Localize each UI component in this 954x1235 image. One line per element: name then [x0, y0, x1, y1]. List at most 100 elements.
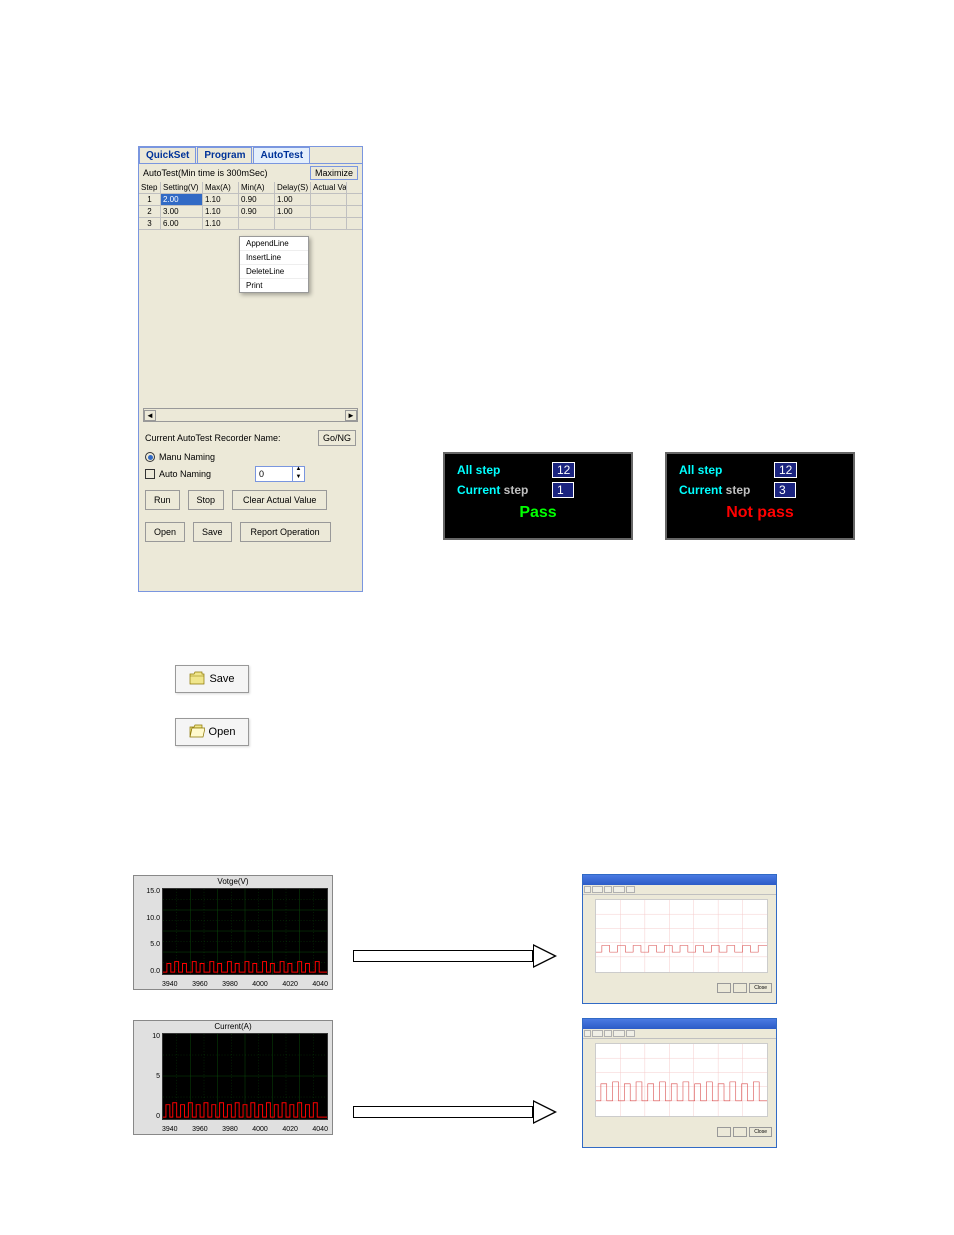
toolbar-group[interactable]: [604, 886, 613, 893]
auto-naming-checkbox[interactable]: [145, 469, 155, 479]
toolbar-group[interactable]: [592, 886, 602, 893]
app-chart-current: [595, 1043, 768, 1117]
toolbar-group[interactable]: [626, 886, 635, 893]
cell-setting[interactable]: 3.00: [161, 206, 203, 217]
save-label: Save: [209, 673, 234, 685]
tabs: QuickSet Program AutoTest: [139, 147, 362, 164]
ctx-insert[interactable]: InsertLine: [240, 251, 308, 265]
stop-button[interactable]: Stop: [188, 490, 225, 510]
tab-quickset[interactable]: QuickSet: [139, 147, 196, 163]
app-chart-voltage: [595, 899, 768, 973]
scroll-left-icon[interactable]: ◄: [144, 410, 156, 421]
current-yticks: 1050: [136, 1033, 160, 1120]
ctx-print[interactable]: Print: [240, 279, 308, 292]
app-button[interactable]: [733, 983, 747, 993]
current-scope-title: Current(A): [134, 1021, 332, 1032]
recorder-name-label: Current AutoTest Recorder Name:: [145, 433, 281, 443]
table-row[interactable]: 3 6.00 1.10: [139, 218, 362, 230]
app-toolbar: [583, 1029, 776, 1039]
toolbar-group[interactable]: [604, 1030, 613, 1037]
spinner-up-icon[interactable]: ▲: [292, 466, 304, 474]
current-xticks: 394039603980400040204040: [162, 1126, 328, 1133]
autotest-panel: QuickSet Program AutoTest AutoTest(Min t…: [138, 146, 363, 592]
voltage-app-window: Close: [582, 874, 777, 1004]
cell-max[interactable]: 1.10: [203, 218, 239, 229]
all-step-label: All step: [457, 463, 552, 477]
app-close-button[interactable]: Close: [749, 983, 772, 993]
current-step-value: 3: [774, 482, 796, 498]
toolbar-group[interactable]: [613, 1030, 625, 1037]
tab-program[interactable]: Program: [197, 147, 252, 163]
cell-setting[interactable]: 2.00: [161, 194, 203, 205]
cell-max[interactable]: 1.10: [203, 206, 239, 217]
toolbar-group[interactable]: [626, 1030, 635, 1037]
maximize-button[interactable]: Maximize: [310, 166, 358, 180]
app-close-button[interactable]: Close: [749, 1127, 772, 1137]
voltage-plot: [162, 888, 328, 975]
manu-naming-radio[interactable]: [145, 452, 155, 462]
run-button[interactable]: Run: [145, 490, 180, 510]
autotest-subtitle: AutoTest(Min time is 300mSec): [143, 168, 268, 178]
voltage-scope-title: Votge(V): [134, 876, 332, 887]
col-actual: Actual Va: [311, 182, 347, 193]
folder-open-icon: [189, 724, 205, 741]
app-toolbar: [583, 885, 776, 895]
current-app-window: Close: [582, 1018, 777, 1148]
cell-step: 3: [139, 218, 161, 229]
toolbar-group[interactable]: [592, 1030, 602, 1037]
col-delay: Delay(S): [275, 182, 311, 193]
app-button[interactable]: [733, 1127, 747, 1137]
col-setting: Setting(V): [161, 182, 203, 193]
app-button[interactable]: [717, 1127, 731, 1137]
report-button[interactable]: Report Operation: [240, 522, 331, 542]
cell-delay[interactable]: 1.00: [275, 194, 311, 205]
current-step-label: Current step: [457, 483, 552, 497]
open-raised-button[interactable]: Open: [175, 718, 249, 746]
toolbar-group[interactable]: [584, 1030, 591, 1037]
cell-min[interactable]: 0.90: [239, 194, 275, 205]
status-notpass: Not pass: [679, 504, 841, 522]
current-step-value: 1: [552, 482, 574, 498]
toolbar-group[interactable]: [613, 886, 625, 893]
open-button[interactable]: Open: [145, 522, 185, 542]
col-step: Step: [139, 182, 161, 193]
ctx-delete[interactable]: DeleteLine: [240, 265, 308, 279]
cell-min[interactable]: [239, 218, 275, 229]
folder-icon: [189, 671, 205, 688]
table-row[interactable]: 1 2.00 1.10 0.90 1.00: [139, 194, 362, 206]
all-step-value: 12: [774, 462, 797, 478]
app-bottom-bar: Close: [587, 1121, 772, 1143]
tab-autotest[interactable]: AutoTest: [253, 147, 310, 163]
save-button[interactable]: Save: [193, 522, 232, 542]
cell-setting[interactable]: 6.00: [161, 218, 203, 229]
auto-naming-spinner[interactable]: 0 ▲ ▼: [255, 466, 305, 482]
table-row[interactable]: 2 3.00 1.10 0.90 1.00: [139, 206, 362, 218]
cell-step: 1: [139, 194, 161, 205]
current-scope: Current(A) 1050 394039603980400040204040: [133, 1020, 333, 1135]
col-min: Min(A): [239, 182, 275, 193]
save-raised-button[interactable]: Save: [175, 665, 249, 693]
toolbar-group[interactable]: [584, 886, 591, 893]
status-pass: Pass: [457, 504, 619, 522]
cell-max[interactable]: 1.10: [203, 194, 239, 205]
app-bottom-bar: Close: [587, 977, 772, 999]
spinner-down-icon[interactable]: ▼: [292, 474, 304, 482]
app-titlebar: [583, 1019, 776, 1029]
app-button[interactable]: [717, 983, 731, 993]
voltage-yticks: 15.010.05.00.0: [136, 888, 160, 975]
clear-button[interactable]: Clear Actual Value: [232, 490, 327, 510]
cell-actual: [311, 206, 347, 217]
scroll-right-icon[interactable]: ►: [345, 410, 357, 421]
context-menu: AppendLine InsertLine DeleteLine Print: [239, 236, 309, 293]
cell-step: 2: [139, 206, 161, 217]
cell-min[interactable]: 0.90: [239, 206, 275, 217]
cell-delay[interactable]: [275, 218, 311, 229]
gong-button[interactable]: Go/NG: [318, 430, 356, 446]
voltage-scope: Votge(V) 15.010.05.00.0 3940396039804000…: [133, 875, 333, 990]
voltage-xticks: 394039603980400040204040: [162, 981, 328, 988]
ctx-append[interactable]: AppendLine: [240, 237, 308, 251]
horizontal-scrollbar[interactable]: ◄ ►: [143, 408, 358, 422]
auto-naming-label: Auto Naming: [159, 469, 211, 479]
cell-actual: [311, 218, 347, 229]
cell-delay[interactable]: 1.00: [275, 206, 311, 217]
